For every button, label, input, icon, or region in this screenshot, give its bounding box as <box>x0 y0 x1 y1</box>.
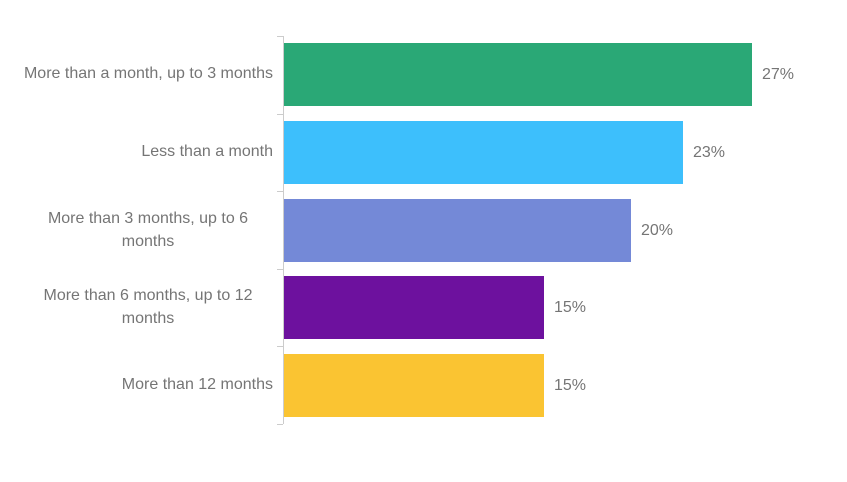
axis-tick <box>277 114 283 115</box>
bar <box>284 276 544 339</box>
category-label: More than 3 months, up to 6 months <box>0 199 283 262</box>
category-label: More than 6 months, up to 12 months <box>0 276 283 339</box>
axis-tick <box>277 346 283 347</box>
category-label-text: More than 6 months, up to 12 months <box>43 287 253 327</box>
category-label-text: More than 12 months <box>121 376 273 394</box>
category-label-text: More than 3 months, up to 6 months <box>47 210 249 250</box>
axis-tick <box>277 269 283 270</box>
bar <box>284 121 683 184</box>
bar <box>284 354 544 417</box>
bar <box>284 199 631 262</box>
category-label: More than 12 months <box>0 354 283 417</box>
axis-tick <box>277 191 283 192</box>
category-label-text: More than a month, up to 3 months <box>23 65 273 83</box>
value-label: 15% <box>554 298 587 316</box>
value-label: 27% <box>762 65 795 83</box>
category-label-text: Less than a month <box>141 143 273 161</box>
value-label: 23% <box>693 143 726 161</box>
category-label: More than a month, up to 3 months <box>0 43 283 106</box>
value-label: 20% <box>641 221 674 239</box>
value-label: 15% <box>554 376 587 394</box>
axis-tick <box>277 36 283 37</box>
category-label: Less than a month <box>0 121 283 184</box>
y-axis-line <box>283 36 284 424</box>
axis-tick <box>277 424 283 425</box>
bar <box>284 43 752 106</box>
